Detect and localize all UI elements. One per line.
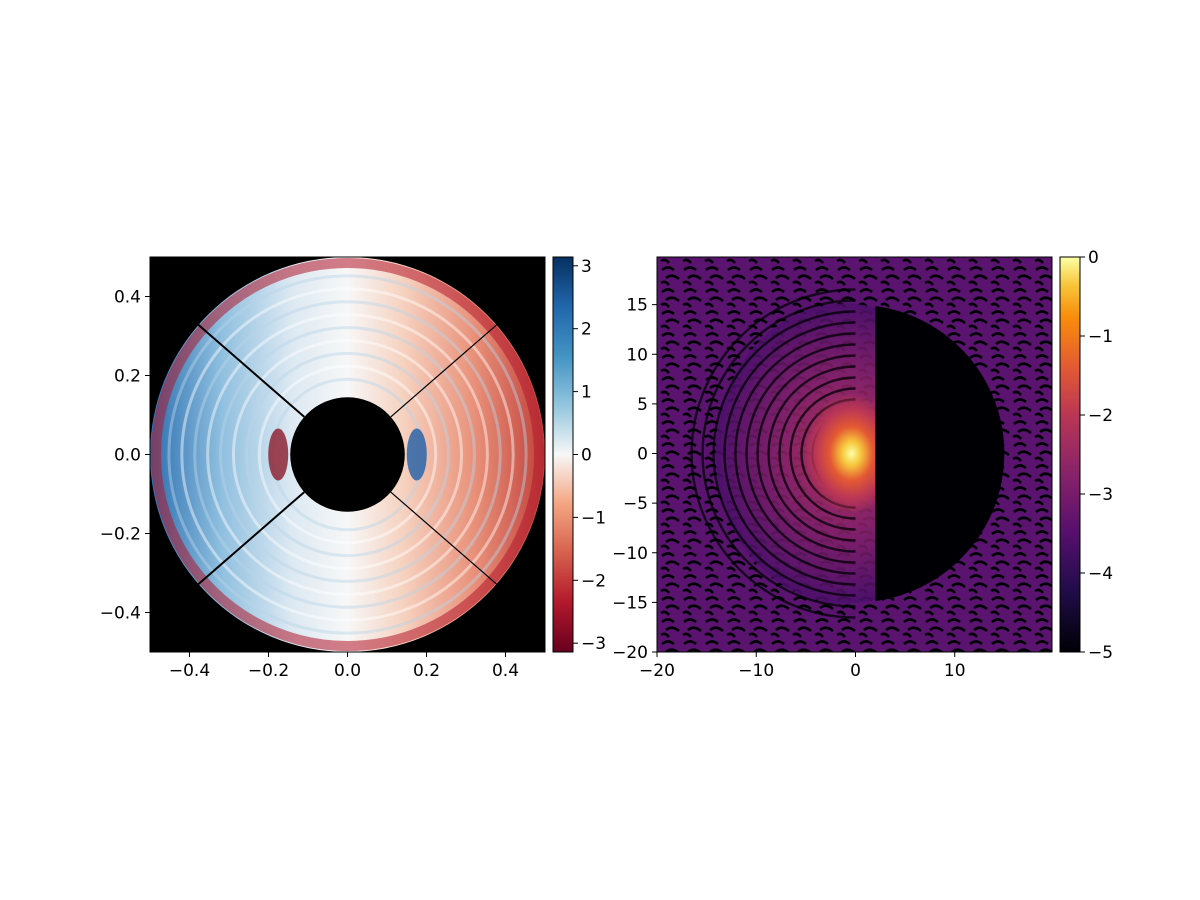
psf-frame [656,256,1053,653]
colorbar-tick-label: −2 [581,571,606,591]
psf-x-axis: −20 −10 0 10 [639,652,966,681]
phase-ripple [244,351,451,558]
y-tick-label: 0.0 [114,446,141,466]
phase-ripple [231,338,464,571]
spider-vane [390,491,497,585]
psf-y-axis: 15 10 5 0 −5 −10 −15 −20 [612,296,657,663]
colorbar-tick-label: −3 [581,634,606,654]
y-tick-label: −10 [612,544,648,564]
psf-fringe [723,321,856,586]
psf-fringe [712,310,856,597]
phase-ripple [257,364,438,545]
psf-image [657,257,1052,652]
phase-ripple [180,287,515,622]
y-tick-label: 10 [626,345,648,365]
psf-fringes [690,288,856,619]
phase-inner-band-left [268,428,289,481]
y-tick-label: 5 [637,395,648,415]
psf-fringe [734,332,856,575]
x-tick-label: 0.2 [413,661,440,681]
phase-colorbar-gradient [552,256,574,653]
phase-ripple [219,326,476,583]
psf-axes: −20 −10 0 10 15 10 5 0 −5 −10 −15 −20 [612,256,1053,681]
x-tick-label: −20 [639,661,675,681]
psf-fringe [767,365,856,542]
psf-fringe [756,354,856,553]
spider-vane [197,324,305,418]
x-tick-label: −0.2 [248,661,289,681]
y-tick-label: −5 [623,494,648,514]
colorbar-tick-label: −5 [1088,643,1113,663]
phase-colorbar: 3 2 1 0 −1 −2 −3 [552,256,606,654]
y-tick-label: −0.4 [100,604,141,624]
colorbar-tick-label: 1 [581,383,592,403]
phase-colorbar-ticks: 3 2 1 0 −1 −2 −3 [573,257,606,654]
dark-hole-region [875,305,1005,602]
colorbar-tick-label: −2 [1088,406,1113,426]
phase-ripples [167,274,528,635]
x-tick-label: 0.0 [334,661,361,681]
x-tick-label: 10 [944,661,966,681]
psf-fringe [690,288,856,619]
phase-edge-ring [151,258,544,651]
x-tick-label: −0.4 [169,661,210,681]
phase-ripple [193,300,502,609]
y-tick-label: 0 [637,445,648,465]
phase-map-y-axis: 0.4 0.2 0.0 −0.2 −0.4 [100,288,150,624]
colorbar-tick-label: −3 [1088,485,1113,505]
psf-fringe [701,299,856,608]
phase-map-x-axis: −0.4 −0.2 0.0 0.2 0.4 [169,652,519,681]
psf-fringe [778,376,856,531]
y-tick-label: 0.2 [114,367,141,387]
intensity-colorbar-gradient [1059,256,1081,653]
colorbar-tick-label: −1 [581,508,606,528]
y-tick-label: 0.4 [114,288,141,308]
phase-inner-band-right [406,428,427,481]
x-tick-label: 0 [850,661,861,681]
colorbar-tick-label: 0 [1088,248,1099,268]
x-tick-label: −10 [738,661,774,681]
phase-map-image [150,257,545,652]
psf-fringe [789,387,856,520]
colorbar-tick-label: 0 [581,446,592,466]
intensity-colorbar-ticks: 0 −1 −2 −3 −4 −5 [1080,248,1113,663]
x-tick-label: 0.4 [492,661,519,681]
colorbar-tick-label: −4 [1088,564,1113,584]
psf-fringe [745,343,856,564]
phase-ripple [206,313,489,596]
colorbar-tick-label: 3 [581,257,592,277]
y-tick-label: 15 [626,296,648,316]
central-obscuration [290,397,405,512]
colorbar-tick-label: 2 [581,320,592,340]
spider-vanes [197,324,497,585]
phase-map-axes: −0.4 −0.2 0.0 0.2 0.4 0.4 0.2 0.0 −0.2 −0.4 [100,256,546,681]
intensity-colorbar: 0 −1 −2 −3 −4 −5 [1059,248,1113,663]
y-tick-label: −0.2 [100,525,141,545]
spider-vane [197,491,305,585]
colorbar-tick-label: −1 [1088,327,1113,347]
phase-ripple [167,274,528,635]
y-tick-label: −20 [612,643,648,663]
spider-vane [390,324,497,418]
y-tick-label: −15 [612,593,648,613]
